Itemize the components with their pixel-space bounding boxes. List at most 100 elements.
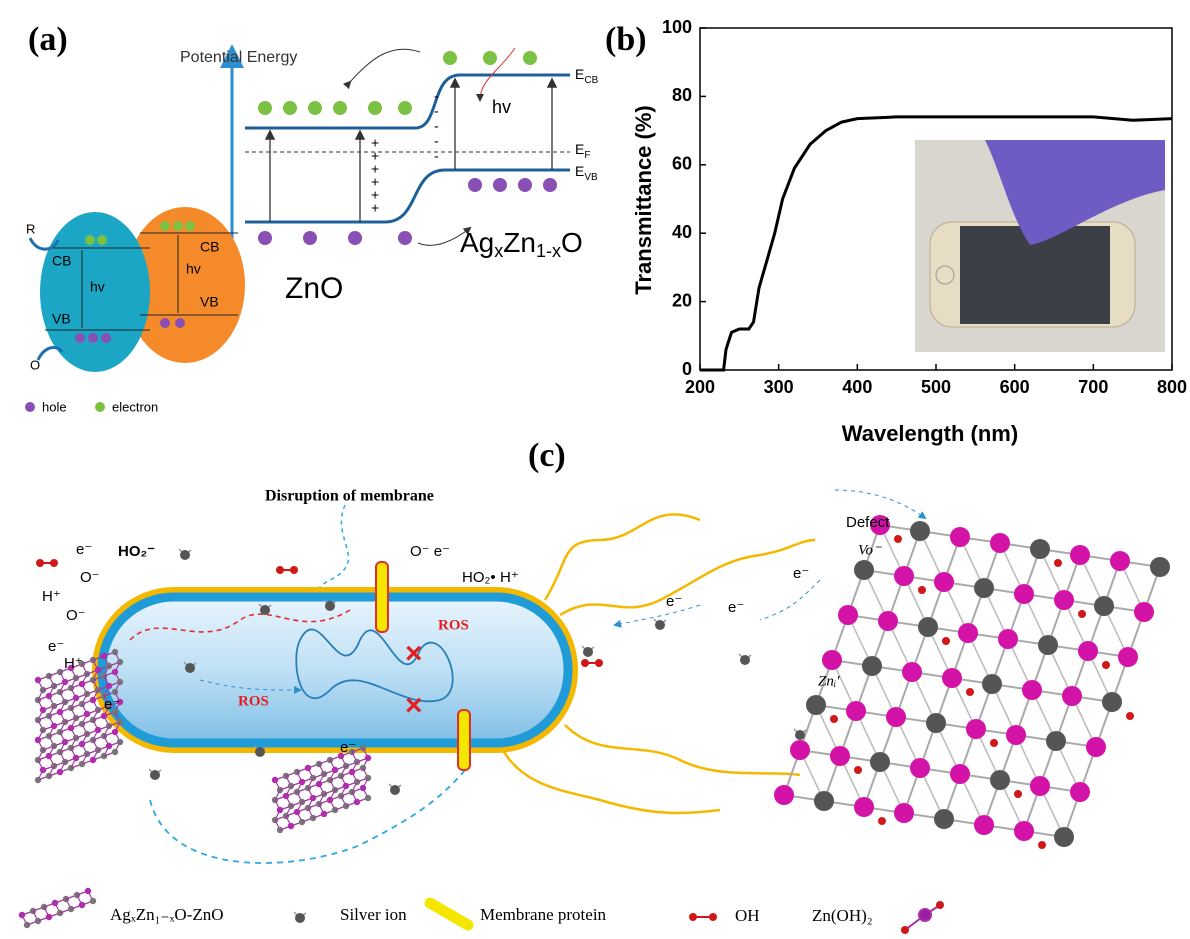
electron [185,221,195,231]
oxygen [830,715,838,723]
text: E [575,66,584,82]
oxygen [854,766,862,774]
atom [1070,782,1090,802]
atom [1014,821,1034,841]
label: e⁻ [340,739,356,756]
electron [173,221,183,231]
legend-swatch [709,913,717,921]
electron [483,51,497,65]
atom [862,656,882,676]
atom [878,611,898,631]
cb-label: CB [52,253,71,269]
ion [390,785,400,795]
atom [774,785,794,805]
plus: + [371,200,379,216]
atom [998,629,1018,649]
panel-label: (a) [28,21,68,58]
agzno-label: AgxZn1-xO [460,227,583,260]
atom [894,803,914,823]
hydroxyl [595,659,603,667]
evb-label: EVB [575,163,598,183]
atom [830,746,850,766]
oxygen [894,535,902,543]
atom [950,527,970,547]
hole [258,231,272,245]
label: Defect [846,514,890,531]
label: e⁻ [793,565,809,582]
atom [910,521,930,541]
hole [518,178,532,192]
atom [790,740,810,760]
atom [838,605,858,625]
label: H⁺ [42,588,61,605]
hydroxyl [50,559,58,567]
hole [543,178,557,192]
oxygen [1078,610,1086,618]
oxygen [990,739,998,747]
hv-label: hv [186,261,201,277]
figure-canvas: (a) Potential Energy hv ECB EF EVB +++++… [0,0,1190,939]
atom [1094,596,1114,616]
x-tick-label: 800 [1157,377,1187,397]
label: Znᵢ′ [818,673,840,689]
atom [1070,545,1090,565]
ion [255,747,265,757]
text: F [584,150,590,161]
minus: - [434,148,439,164]
panel-label: (b) [605,21,647,58]
label: O⁻ [66,607,86,624]
ion [180,550,190,560]
atom [934,572,954,592]
hole [160,318,170,328]
hole [348,231,362,245]
hole [101,333,111,343]
x-tick-label: 300 [764,377,794,397]
label: HO₂⁻ [118,543,155,560]
label: ROS [238,693,269,709]
atom [1118,647,1138,667]
ion [295,913,305,923]
bacterium [102,597,568,743]
x-tick-label: 700 [1078,377,1108,397]
x-axis-label: Wavelength (nm) [842,421,1018,446]
atom [1014,584,1034,604]
electron [398,101,412,115]
text: Zn [503,227,536,258]
x-tick-label: 400 [842,377,872,397]
hole [303,231,317,245]
atom [814,791,834,811]
x-tick-label: 500 [921,377,951,397]
axis-label: Potential Energy [180,49,297,66]
oxygen [1126,712,1134,720]
hole [175,318,185,328]
y-tick-label: 100 [662,17,692,37]
oxygen [942,637,950,645]
electron [333,101,347,115]
oxygen [878,817,886,825]
label: e⁻ [728,599,744,616]
hole [88,333,98,343]
atom [1054,827,1074,847]
y-tick-label: 40 [672,222,692,242]
r-label: R [26,221,35,236]
atom [822,650,842,670]
label: e⁻ [76,541,92,558]
label: ROS [438,617,469,633]
minus: - [434,118,439,134]
figure: (a) Potential Energy hv ECB EF EVB +++++… [0,0,1190,939]
legend-swatch [901,901,944,934]
text: CB [584,75,598,86]
text: Ag [460,227,494,258]
ef-label: EF [575,141,590,161]
hydroxyl [36,559,44,567]
atom [1046,731,1066,751]
text: 1-x [536,241,561,261]
legend-swatch [430,903,468,925]
atom [870,752,890,772]
label: O⁻ e⁻ [410,543,450,560]
atom [990,770,1010,790]
x-tick-label: 600 [1000,377,1030,397]
legend-label: Zn(OH)₂ [812,906,873,925]
label: O⁻ [80,569,100,586]
electron [523,51,537,65]
